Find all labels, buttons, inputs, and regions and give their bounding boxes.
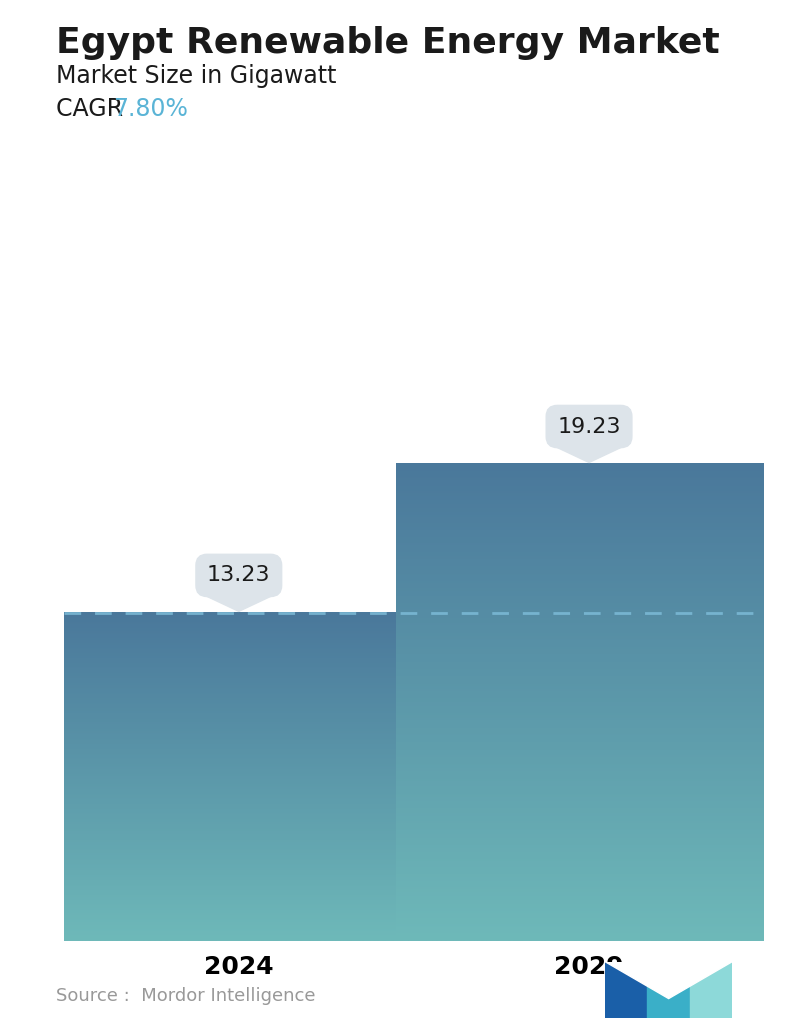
Text: CAGR: CAGR (56, 97, 131, 121)
Text: 7.80%: 7.80% (113, 97, 188, 121)
Text: Market Size in Gigawatt: Market Size in Gigawatt (56, 64, 336, 88)
Polygon shape (551, 445, 627, 462)
Text: Egypt Renewable Energy Market: Egypt Renewable Energy Market (56, 26, 720, 60)
Polygon shape (647, 962, 690, 1018)
Polygon shape (201, 594, 277, 611)
Polygon shape (690, 962, 732, 1018)
Text: 13.23: 13.23 (207, 566, 271, 585)
Polygon shape (605, 962, 647, 1018)
Text: 19.23: 19.23 (557, 417, 621, 436)
Text: Source :  Mordor Intelligence: Source : Mordor Intelligence (56, 987, 315, 1005)
Polygon shape (605, 962, 732, 999)
